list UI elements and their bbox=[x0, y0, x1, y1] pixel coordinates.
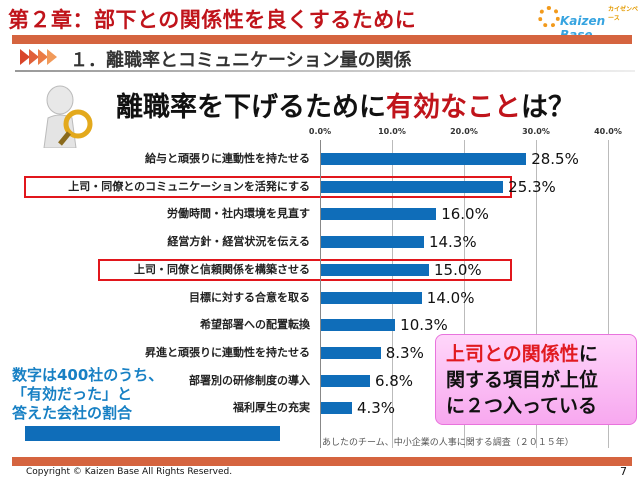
value-label: 8.3% bbox=[385, 343, 424, 362]
y-axis-line bbox=[320, 140, 321, 448]
value-label: 6.8% bbox=[374, 371, 414, 390]
value-label: 28.5% bbox=[531, 150, 579, 168]
category-label: 部署別の研修制度の導入 bbox=[189, 373, 310, 387]
value-label: 10.3% bbox=[400, 316, 448, 335]
gridline bbox=[536, 140, 537, 448]
note-text: 数字は400社のうち、 「有効だった」と 答えた会社の割合 bbox=[12, 366, 163, 423]
category-label: 給与と頑張りに連動性を持たせる bbox=[145, 152, 310, 165]
gridline bbox=[464, 140, 465, 448]
x-tick-label: 10.0% bbox=[378, 127, 406, 136]
note-line: 答えた会社の割合 bbox=[12, 404, 133, 422]
category-label: 経営方針・経営状況を伝える bbox=[167, 235, 310, 249]
bar bbox=[321, 236, 424, 249]
category-label: 目標に対する合意を取る bbox=[189, 290, 310, 304]
highlight-box bbox=[24, 175, 512, 198]
category-label: 上司・同僚と信頼関係を構築させる bbox=[134, 262, 310, 276]
gridline bbox=[608, 140, 609, 448]
section-title: １．離職率とコミュニケーション量の関係 bbox=[70, 50, 412, 71]
x-tick-label: 40.0% bbox=[594, 127, 622, 136]
callout-highlight: 上司との関係性 bbox=[446, 343, 579, 365]
logo-small-text: カイゼンベース bbox=[608, 6, 639, 22]
chapter-title: 第２章：部下との関係性を良くするために bbox=[8, 8, 417, 32]
note-line: 「有効だった」と bbox=[12, 385, 133, 403]
question-highlight: 有効なこと bbox=[386, 92, 521, 123]
bar bbox=[321, 291, 422, 304]
callout-text: に bbox=[578, 343, 598, 365]
value-label: 14.0% bbox=[426, 288, 475, 307]
bar bbox=[321, 402, 352, 415]
header-bar bbox=[12, 35, 632, 44]
category-label: 上司・同僚とのコミュニケーションを活発にする bbox=[68, 179, 310, 193]
gear-icon bbox=[538, 6, 560, 28]
value-label: 14.3% bbox=[428, 233, 477, 252]
bar bbox=[321, 346, 381, 359]
x-tick-label: 20.0% bbox=[450, 127, 478, 136]
bar bbox=[321, 208, 437, 221]
value-label: 16.0% bbox=[441, 205, 489, 224]
kaizen-base-logo: カイゼンベース Kaizen Base bbox=[538, 4, 639, 42]
category-label: 希望部署への配置転換 bbox=[200, 318, 310, 332]
question-heading: 離職率を下げるために有効なことは？ bbox=[116, 85, 575, 124]
question-part3: は？ bbox=[521, 92, 575, 123]
section-divider bbox=[15, 70, 635, 72]
bar bbox=[321, 374, 370, 387]
question-part1: 離職率を下げるために bbox=[116, 92, 386, 123]
value-label: 4.3% bbox=[356, 399, 396, 418]
category-label: 労働時間・社内環境を見直す bbox=[167, 207, 310, 221]
bar bbox=[321, 180, 504, 193]
callout-text: 関する項目が上位 bbox=[446, 369, 599, 391]
x-tick-label: 0.0% bbox=[308, 127, 332, 136]
copyright: Copyright © Kaizen Base All Rights Reser… bbox=[26, 467, 233, 477]
category-label: 福利厚生の充実 bbox=[233, 401, 310, 415]
category-label: 昇進と頑張りに連動性を持たせる bbox=[145, 345, 310, 359]
chevron-arrows-icon bbox=[20, 49, 57, 65]
bar bbox=[321, 153, 527, 165]
person-magnifier-icon bbox=[43, 85, 93, 148]
source-text: あしたのチーム、中小企業の人事に関する調査（２０１５年） bbox=[322, 438, 574, 448]
highlight-box bbox=[98, 258, 512, 281]
x-tick-label: 30.0% bbox=[522, 127, 550, 136]
value-label: 15.0% bbox=[434, 260, 482, 279]
bar bbox=[321, 263, 429, 276]
footer-bar bbox=[12, 457, 632, 466]
callout-box: 上司との関係性に 関する項目が上位 に２つ入っている bbox=[435, 334, 637, 425]
callout-text: に２つ入っている bbox=[446, 395, 598, 417]
value-label: 25.3% bbox=[508, 177, 556, 196]
blue-bar-decoration bbox=[25, 426, 280, 441]
bar bbox=[321, 319, 396, 332]
page-number: 7 bbox=[620, 465, 627, 478]
note-line: 数字は400社のうち、 bbox=[12, 366, 164, 384]
